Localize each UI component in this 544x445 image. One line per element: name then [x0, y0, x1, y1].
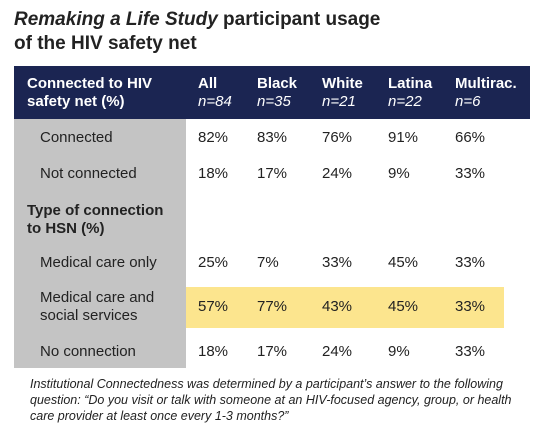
- header-label-line-2: safety net (%): [27, 93, 125, 110]
- table-cell: 82%: [198, 129, 229, 146]
- table-cell: 45%: [388, 254, 419, 271]
- table-cell: 18%: [198, 343, 229, 360]
- column-header-latina: Latina n=22: [388, 75, 432, 111]
- table-cell: 77%: [257, 298, 288, 315]
- table-cell: 33%: [455, 254, 486, 271]
- column-label: All: [198, 75, 218, 92]
- highlighted-row-background: [186, 287, 504, 328]
- row-label-connected: Connected: [40, 129, 113, 146]
- table-cell: 17%: [257, 165, 288, 182]
- table-cell: 33%: [455, 165, 486, 182]
- table-cell: 33%: [455, 343, 486, 360]
- column-label: Latina: [388, 75, 433, 92]
- table-cell: 91%: [388, 129, 419, 146]
- table-cell: 17%: [257, 343, 288, 360]
- header-label: Connected to HIV safety net (%): [27, 75, 152, 111]
- section-label-line-1: Type of connection: [27, 202, 164, 219]
- table-cell: 9%: [388, 343, 410, 360]
- table-cell: 57%: [198, 298, 229, 315]
- column-n: n=6: [455, 93, 481, 110]
- table-cell: 24%: [322, 165, 353, 182]
- column-n: n=21: [322, 93, 356, 110]
- table-cell: 25%: [198, 254, 229, 271]
- column-header-all: All n=84: [198, 75, 232, 111]
- column-n: n=84: [198, 93, 232, 110]
- table-cell: 18%: [198, 165, 229, 182]
- row-label-no-connection: No connection: [40, 343, 136, 360]
- title-study-name: Remaking a Life Study: [14, 9, 218, 30]
- chart-title: Remaking a Life Study participant usage …: [14, 8, 534, 56]
- column-n: n=22: [388, 93, 422, 110]
- header-label-line-1: Connected to HIV: [27, 75, 153, 92]
- row-label-medical-care-and-social-services: Medical care and social services: [40, 289, 154, 325]
- table-cell: 83%: [257, 129, 288, 146]
- column-n: n=35: [257, 93, 291, 110]
- title-line-2: of the HIV safety net: [14, 33, 197, 54]
- row-label-line-1: Medical care and: [40, 289, 155, 306]
- table-cell: 33%: [455, 298, 486, 315]
- table-cell: 7%: [257, 254, 279, 271]
- column-label: Multirac.: [455, 75, 517, 92]
- row-label-medical-care-only: Medical care only: [40, 254, 157, 271]
- section-label: Type of connection to HSN (%): [27, 202, 163, 238]
- row-label-line-2: social services: [40, 307, 138, 324]
- footnote: Institutional Connectedness was determin…: [30, 377, 512, 423]
- section-label-line-2: to HSN (%): [27, 220, 105, 237]
- data-table: Connected to HIV safety net (%) All n=84…: [14, 66, 530, 368]
- table-cell: 43%: [322, 298, 353, 315]
- column-header-black: Black n=35: [257, 75, 297, 111]
- title-text: participant usage: [217, 9, 381, 30]
- row-label-column: [14, 119, 186, 368]
- table-cell: 9%: [388, 165, 410, 182]
- table-header: Connected to HIV safety net (%) All n=84…: [14, 66, 530, 119]
- row-label-not-connected: Not connected: [40, 165, 137, 182]
- table-cell: 45%: [388, 298, 419, 315]
- table-cell: 24%: [322, 343, 353, 360]
- column-label: White: [322, 75, 363, 92]
- table-cell: 33%: [322, 254, 353, 271]
- table-cell: 66%: [455, 129, 486, 146]
- column-label: Black: [257, 75, 298, 92]
- table-cell: 76%: [322, 129, 353, 146]
- column-header-multiracial: Multirac. n=6: [455, 75, 517, 111]
- column-header-white: White n=21: [322, 75, 363, 111]
